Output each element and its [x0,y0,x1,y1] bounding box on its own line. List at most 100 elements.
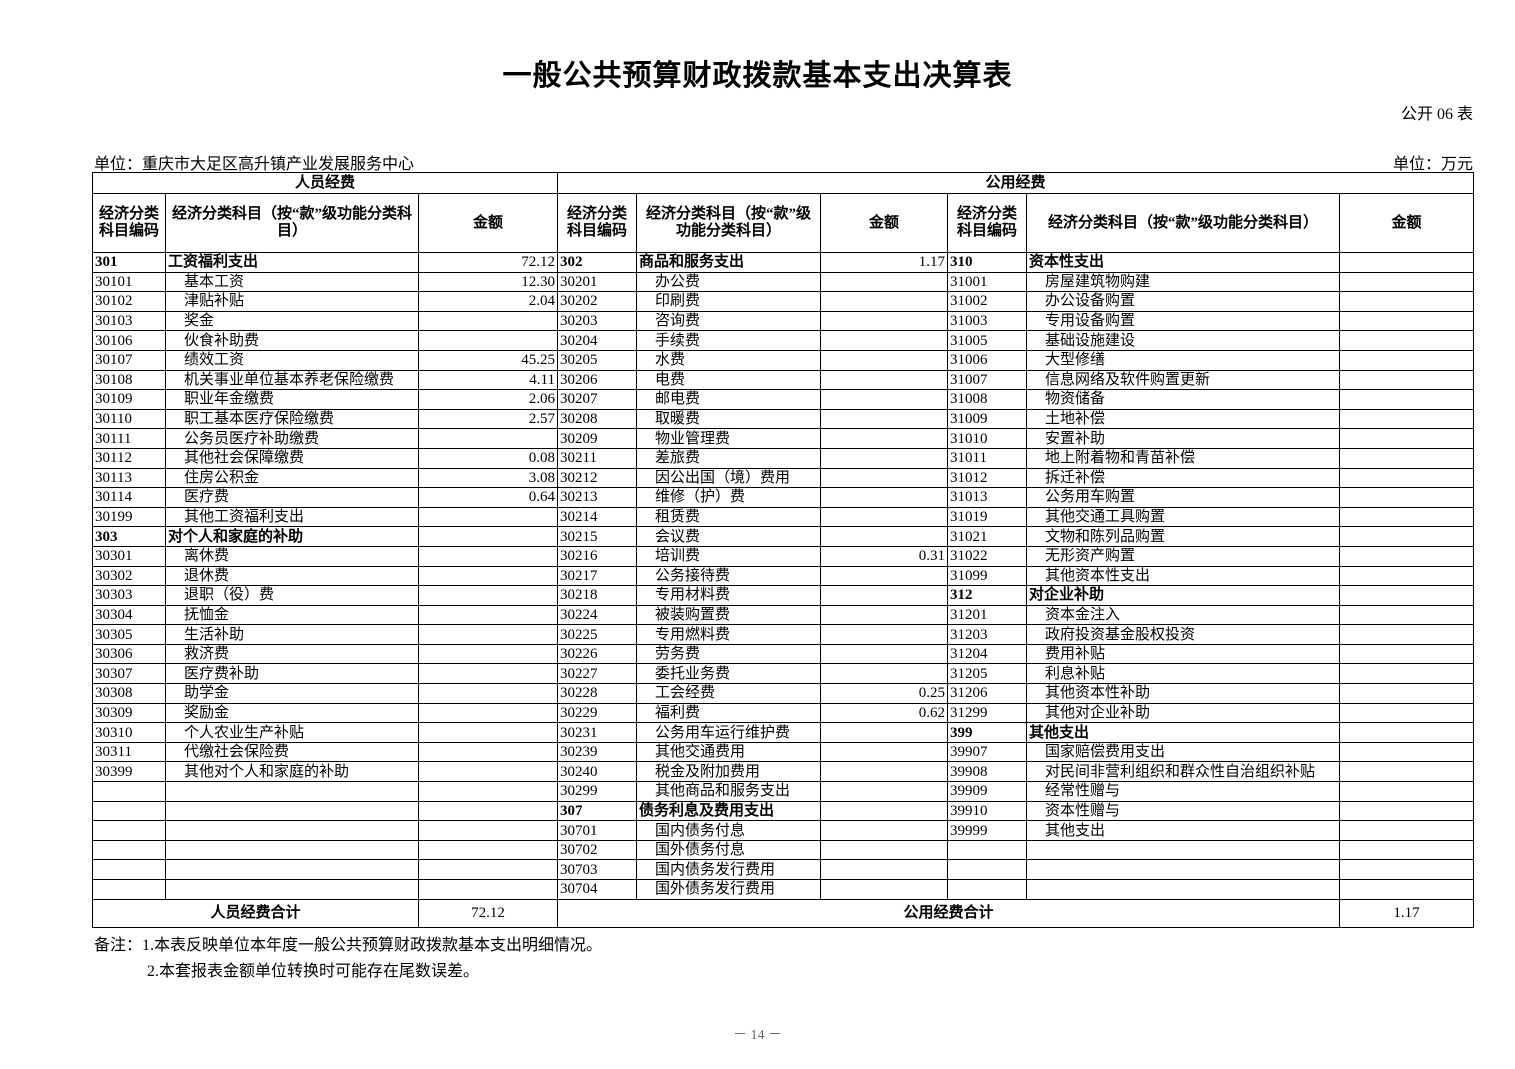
code-cell: 30216 [557,545,637,567]
empty-cell [1338,291,1475,312]
empty-cell [418,585,558,606]
name-cell: 印刷费 [636,291,821,312]
name-cell: 物资储备 [1026,389,1340,410]
name-cell: 对个人和家庭的补助 [165,526,419,547]
name-cell: 办公费 [636,271,821,293]
section-header: 人员经费 [92,172,558,194]
code-cell: 30240 [557,761,637,783]
code-cell: 307 [557,800,637,822]
name-cell: 差旅费 [636,447,821,469]
table-row: 301 工资福利支出 72.12 302 商品和服务支出 1.17 310 资本性支出 [92,252,1475,273]
empty-cell [1338,506,1475,528]
empty-cell [1338,663,1475,685]
name-cell: 其他对企业补助 [1026,702,1340,724]
empty-cell [820,741,948,763]
column-header: 经济分类科目编码 [92,193,166,253]
name-cell: 奖励金 [165,702,419,724]
code-cell: 31203 [947,624,1027,645]
form-number: 公开 06 表 [1400,106,1473,123]
table-row: 30309 奖励金 30229 福利费 0.62 31299 其他对企业补助 [92,702,1475,724]
name-cell: 救济费 [165,643,419,665]
code-cell: 31021 [947,526,1027,547]
name-cell: 资本金注入 [1026,604,1340,626]
code-cell: 39909 [947,781,1027,802]
table-row: 30299 其他商品和服务支出 39909 经常性赠与 [92,781,1475,802]
code-cell: 30231 [557,722,637,743]
section-row: 人员经费 公用经费 [92,172,1475,194]
empty-cell [418,643,558,665]
empty-cell [418,428,558,449]
name-cell: 国家赔偿费用支出 [1026,741,1340,763]
name-cell: 信息网络及软件购置更新 [1026,369,1340,391]
empty-cell [820,839,948,861]
name-cell: 抚恤金 [165,604,419,626]
empty-cell [92,879,166,900]
table-row: 30310 个人农业生产补贴 30231 公务用车运行维护费 399 其他支出 [92,722,1475,743]
empty-cell [820,389,948,410]
name-cell: 咨询费 [636,310,821,332]
code-cell: 30701 [557,820,637,841]
table-row: 30107 绩效工资 45.25 30205 水费 31006 大型修缮 [92,349,1475,371]
code-cell: 30112 [92,447,166,469]
table-row: 30112 其他社会保障缴费 0.08 30211 差旅费 31011 地上附着物和青苗补偿 [92,447,1475,469]
empty-cell [947,859,1027,880]
empty-cell [1338,741,1475,763]
name-cell: 其他交通工具购置 [1026,506,1340,528]
name-cell: 医疗费补助 [165,663,419,685]
column-header: 金额 [820,193,948,253]
empty-cell [1338,585,1475,606]
name-cell: 其他社会保障缴费 [165,447,419,469]
code-cell: 30114 [92,487,166,508]
code-cell: 30111 [92,428,166,449]
amount-cell: 2.04 [418,291,558,312]
amount-cell: 12.30 [418,271,558,293]
name-cell: 税金及附加费用 [636,761,821,783]
code-cell: 302 [557,252,637,273]
name-cell: 手续费 [636,330,821,351]
code-cell: 399 [947,722,1027,743]
code-cell: 30239 [557,741,637,763]
code-cell: 31011 [947,447,1027,469]
table-row: 30302 退休费 30217 公务接待费 31099 其他资本性支出 [92,565,1475,587]
name-cell: 国外债务发行费用 [636,879,821,900]
empty-cell [165,781,419,802]
amount-cell: 0.08 [418,447,558,469]
empty-cell [1338,271,1475,293]
unit: 单位：重庆市大足区高升镇产业发展服务中心 [94,156,415,173]
empty-cell [418,820,558,841]
code-cell: 30301 [92,545,166,567]
code-cell: 30302 [92,565,166,587]
code-cell: 30399 [92,761,166,783]
name-cell: 其他支出 [1026,722,1340,743]
table-row: 30303 退职（役）费 30218 专用材料费 312 对企业补助 [92,585,1475,606]
name-cell: 电费 [636,369,821,391]
empty-cell [820,369,948,391]
code-cell: 30702 [557,839,637,861]
empty-cell [820,643,948,665]
total-amount: 1.17 [1338,898,1475,928]
code-cell: 31006 [947,349,1027,371]
name-cell: 公务用车运行维护费 [636,722,821,743]
code-cell: 39908 [947,761,1027,783]
empty-cell [1338,428,1475,449]
empty-cell [1338,330,1475,351]
code-cell: 30226 [557,643,637,665]
amount-cell: 2.06 [418,389,558,410]
code-cell: 30204 [557,330,637,351]
amount-cell: 45.25 [418,349,558,371]
empty-cell [1338,526,1475,547]
empty-cell [418,839,558,861]
column-header: 经济分类科目（按“款”级功能分类科目） [1026,193,1340,253]
empty-cell [92,820,166,841]
code-cell: 30308 [92,683,166,704]
amount-cell: 0.31 [820,545,948,567]
table-row: 30307 医疗费补助 30227 委托业务费 31205 利息补贴 [92,663,1475,685]
empty-cell [165,839,419,861]
empty-cell [418,526,558,547]
empty-cell [1338,879,1475,900]
empty-cell [820,428,948,449]
empty-cell [92,839,166,861]
name-cell: 委托业务费 [636,663,821,685]
name-cell: 津贴补贴 [165,291,419,312]
empty-cell [92,781,166,802]
